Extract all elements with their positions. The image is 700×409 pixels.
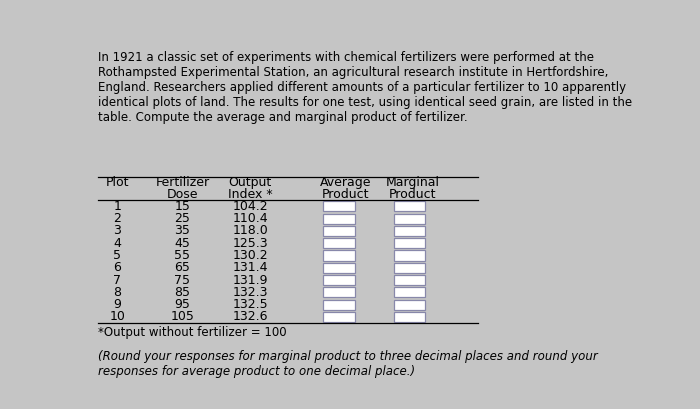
Bar — [323, 300, 355, 310]
Bar — [323, 226, 355, 236]
Text: 8: 8 — [113, 286, 121, 299]
Bar — [394, 275, 426, 285]
Bar — [323, 201, 355, 211]
Bar — [323, 213, 355, 224]
Text: 85: 85 — [174, 286, 190, 299]
Bar — [323, 275, 355, 285]
Bar — [323, 250, 355, 261]
Bar — [394, 213, 426, 224]
Text: 132.5: 132.5 — [232, 298, 268, 311]
Text: (Round your responses for marginal product to three decimal places and round you: (Round your responses for marginal produ… — [98, 350, 598, 378]
Text: 104.2: 104.2 — [232, 200, 268, 213]
Text: 15: 15 — [174, 200, 190, 213]
Bar — [323, 288, 355, 297]
Bar — [394, 300, 426, 310]
Text: 5: 5 — [113, 249, 121, 262]
Text: 45: 45 — [174, 237, 190, 250]
Text: 25: 25 — [174, 212, 190, 225]
Text: 118.0: 118.0 — [232, 225, 268, 238]
Text: 35: 35 — [174, 225, 190, 238]
Text: 10: 10 — [109, 310, 125, 324]
Text: In 1921 a classic set of experiments with chemical fertilizers were performed at: In 1921 a classic set of experiments wit… — [98, 51, 633, 124]
Text: Product: Product — [389, 188, 437, 200]
Text: 110.4: 110.4 — [232, 212, 268, 225]
Text: 131.4: 131.4 — [232, 261, 268, 274]
Text: Output: Output — [229, 176, 272, 189]
Text: Average: Average — [319, 176, 371, 189]
Text: 131.9: 131.9 — [232, 274, 268, 287]
Bar — [394, 238, 426, 248]
Text: Plot: Plot — [106, 176, 129, 189]
Text: Dose: Dose — [167, 188, 198, 200]
Text: 9: 9 — [113, 298, 121, 311]
Bar — [394, 312, 426, 322]
Text: 132.6: 132.6 — [232, 310, 268, 324]
Bar — [394, 226, 426, 236]
Text: 2: 2 — [113, 212, 121, 225]
Text: 65: 65 — [174, 261, 190, 274]
Bar — [323, 312, 355, 322]
Text: Fertilizer: Fertilizer — [155, 176, 209, 189]
Text: 1: 1 — [113, 200, 121, 213]
Text: *Output without fertilizer = 100: *Output without fertilizer = 100 — [98, 326, 287, 339]
Text: 105: 105 — [171, 310, 195, 324]
Text: 55: 55 — [174, 249, 190, 262]
Text: 130.2: 130.2 — [232, 249, 268, 262]
Text: 3: 3 — [113, 225, 121, 238]
Text: Marginal: Marginal — [386, 176, 440, 189]
Bar — [394, 250, 426, 261]
Text: 95: 95 — [174, 298, 190, 311]
Text: 6: 6 — [113, 261, 121, 274]
Text: 132.3: 132.3 — [232, 286, 268, 299]
Bar — [394, 288, 426, 297]
Text: 125.3: 125.3 — [232, 237, 268, 250]
Bar — [323, 238, 355, 248]
Bar — [394, 263, 426, 273]
Text: Index *: Index * — [228, 188, 272, 200]
Text: 75: 75 — [174, 274, 190, 287]
Text: 4: 4 — [113, 237, 121, 250]
Text: 7: 7 — [113, 274, 121, 287]
Bar — [323, 263, 355, 273]
Bar — [394, 201, 426, 211]
Text: Product: Product — [321, 188, 369, 200]
